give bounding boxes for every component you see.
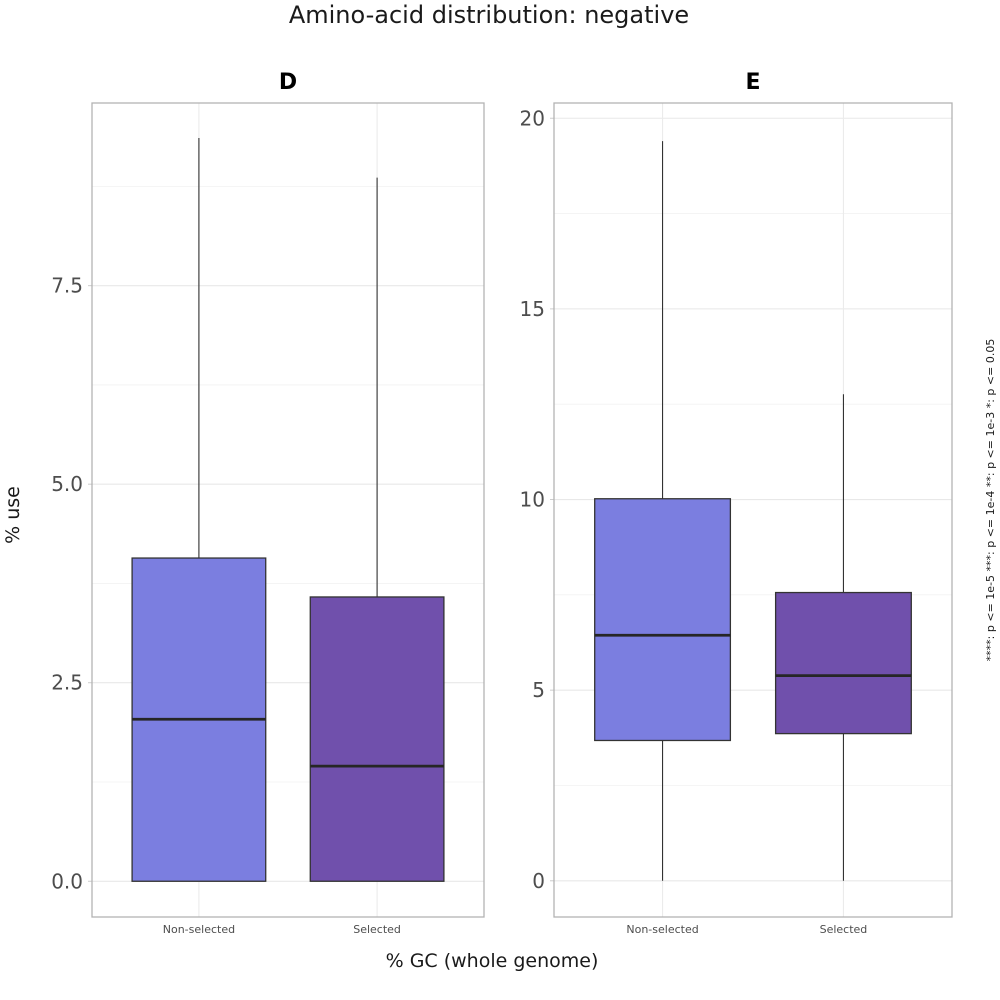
x-tick-label: Non-selected [626, 923, 698, 936]
box-non-selected [131, 137, 267, 882]
x-tick-label: Non-selected [163, 923, 235, 936]
panel-title: E [745, 70, 760, 95]
y-tick-label: 5.0 [51, 472, 83, 496]
y-tick-label: 2.5 [51, 671, 83, 695]
panel-title: D [279, 70, 297, 95]
y-tick-label: 15 [520, 297, 545, 321]
y-tick-label: 10 [520, 488, 545, 512]
box-non-selected [594, 141, 732, 881]
box-selected [309, 177, 445, 882]
chart-title: Amino-acid distribution: negative [289, 1, 689, 29]
panel-D: D 0.0 2.5 5.0 7.5 Non-selected Selected [51, 70, 485, 936]
y-tick-label: 20 [520, 106, 545, 130]
iqr-box [774, 591, 912, 735]
x-tick-label: Selected [820, 923, 868, 936]
y-tick-label: 7.5 [51, 274, 83, 298]
y-axis-title: % use [2, 486, 24, 544]
x-axis-title: % GC (whole genome) [386, 950, 599, 972]
y-tick-label: 5 [532, 678, 545, 702]
facet-panels: D 0.0 2.5 5.0 7.5 Non-selected Selected E 0 5 10 15… [51, 70, 953, 936]
iqr-box [594, 498, 732, 742]
iqr-box [309, 596, 445, 882]
significance-caption: ****: p <= 1e-5 ***: p <= 1e-4 **: p <= … [984, 339, 997, 662]
panel-E: E 0 5 10 15 20 Non-selected Selected [520, 70, 953, 936]
panel-border [91, 102, 485, 918]
y-tick-label: 0 [532, 869, 545, 893]
y-tick-label: 0.0 [51, 869, 83, 893]
x-tick-label: Selected [353, 923, 401, 936]
panel-border [553, 102, 953, 918]
box-selected [774, 394, 912, 881]
